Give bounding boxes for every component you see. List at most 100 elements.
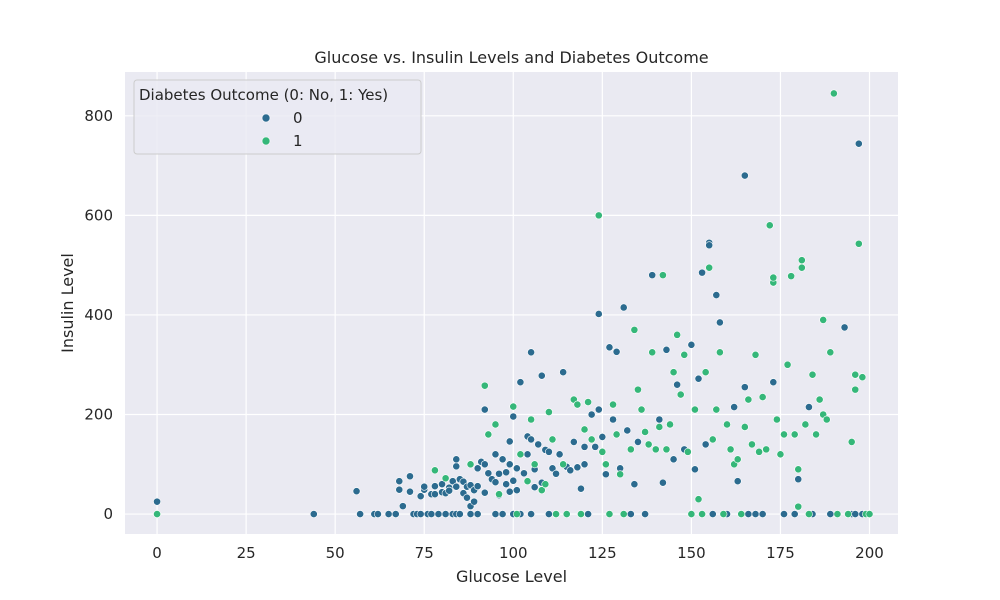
data-point [673,380,682,389]
data-point [441,474,450,483]
data-point [733,455,742,464]
data-point [452,462,461,471]
data-point [537,486,546,495]
data-point [673,330,682,339]
data-point [666,420,674,429]
data-points [153,89,874,518]
data-point [594,405,603,414]
data-point [395,485,404,494]
data-point [534,440,543,449]
data-point [502,468,511,477]
data-point [598,447,607,456]
data-point [740,171,749,180]
data-point [434,510,443,518]
data-point [694,495,703,504]
data-point [787,272,796,281]
x-tick-label: 50 [326,544,345,562]
legend-label: 0 [293,109,303,127]
data-point [545,510,553,518]
data-point [559,460,568,469]
data-point [662,345,671,354]
data-point [512,464,521,473]
data-point [555,450,564,459]
data-point [512,486,521,495]
legend-entries: 01 [261,109,303,150]
data-point [801,420,810,429]
data-point [527,415,535,424]
data-point [391,510,400,518]
data-point [509,402,518,411]
data-point [406,487,414,496]
data-point [634,385,642,394]
data-point [153,497,161,506]
data-point [737,510,746,518]
data-point [865,510,874,518]
data-point [452,482,461,491]
data-point [601,470,610,479]
data-point [484,469,493,478]
data-point [619,510,628,518]
data-point [698,510,706,518]
data-point [527,348,535,357]
data-point [708,435,717,444]
data-point [765,221,774,230]
data-point [648,271,657,280]
data-point [794,465,803,474]
data-point [780,510,788,518]
data-point [384,510,393,518]
data-point [626,445,635,454]
data-point [509,412,518,421]
data-point [648,348,657,357]
x-tick-label: 0 [152,544,162,562]
data-point [730,403,739,411]
data-point [623,426,632,435]
data-point [153,510,161,518]
data-point [398,502,407,511]
data-point [851,385,860,394]
data-point [573,400,582,409]
data-point [605,510,614,518]
data-point [758,510,767,518]
data-point [448,477,457,486]
data-point [594,211,603,220]
data-point [794,475,803,484]
data-point [374,510,382,518]
data-point [431,466,439,475]
data-point [431,482,439,491]
data-point [658,271,667,280]
data-point [530,483,539,492]
data-point [512,510,521,518]
data-point [552,469,560,478]
data-point [505,487,514,496]
data-point [758,393,767,401]
x-axis-ticks: 0 25 50 75 100 125 150 175 200 [152,544,884,562]
data-point [569,437,578,446]
data-point [559,368,568,377]
data-point [680,350,689,359]
data-point [705,263,714,272]
data-point [612,347,621,356]
x-tick-label: 75 [415,544,434,562]
data-point [502,480,511,489]
data-point [523,477,532,486]
data-point [715,318,724,327]
data-point [562,510,571,518]
data-point [473,510,482,518]
data-point [844,510,853,518]
data-point [587,435,596,444]
data-point [794,502,803,511]
data-point [609,415,617,424]
data-point [491,420,500,429]
data-point [473,482,482,491]
data-point [780,430,788,439]
data-point [705,241,714,250]
y-tick-label: 0 [103,505,113,523]
data-point [854,239,863,248]
data-point [712,405,721,414]
data-point [523,450,532,459]
data-point [480,460,489,469]
data-point [630,325,639,334]
data-point [616,470,625,479]
data-point [744,395,753,404]
data-point [815,395,824,404]
